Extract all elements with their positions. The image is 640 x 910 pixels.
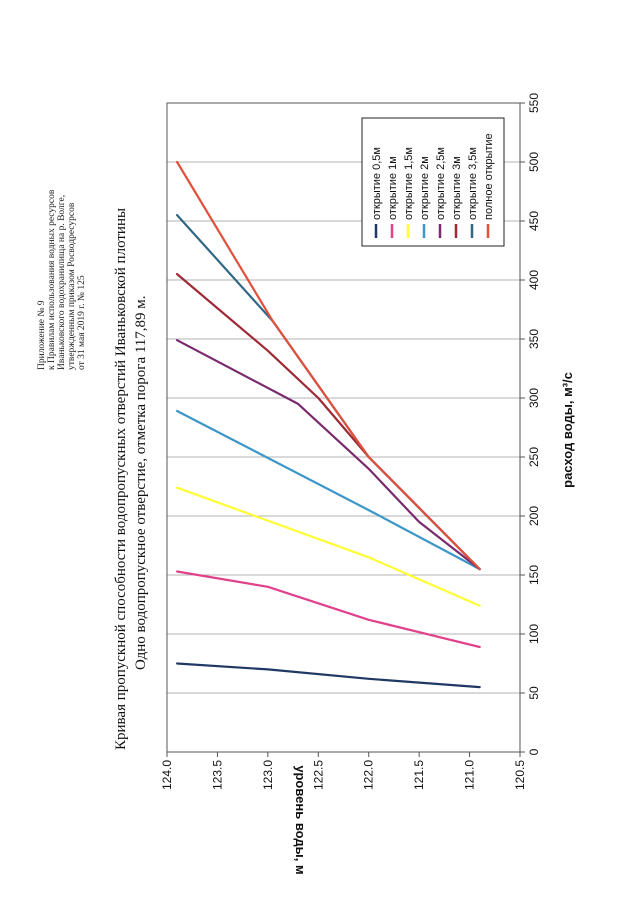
header-line: Иваньковского водохранилища на р. Волге, <box>57 195 67 370</box>
y-tick-label: 121.5 <box>412 760 426 790</box>
x-tick-label: 150 <box>527 565 541 585</box>
x-tick-label: 550 <box>527 93 541 113</box>
x-tick-label: 50 <box>527 686 541 700</box>
series-line <box>176 160 481 571</box>
legend-box <box>361 117 505 247</box>
header-line: от 31 мая 2019 г. № 125 <box>77 275 87 370</box>
legend-label: полное открытие <box>483 133 495 220</box>
header-line: утвержденным приказом Росводресурсов <box>67 202 77 370</box>
x-tick-label: 400 <box>527 270 541 290</box>
x-tick-label: 350 <box>527 329 541 349</box>
y-tick-label: 122.0 <box>362 760 376 790</box>
legend-label: открытие 1м <box>387 156 399 220</box>
y-tick-label: 120.5 <box>513 760 527 790</box>
legend-label: открытие 1,5м <box>403 147 415 220</box>
chart-subtitle: Одно водопропускное отверстие, отметка п… <box>133 295 149 670</box>
series-line <box>176 570 481 649</box>
y-tick-label: 123.5 <box>210 760 224 790</box>
header-line: Приложение № 9 <box>37 300 47 370</box>
header-line: к Правилам использования водных ресурсов <box>47 189 57 370</box>
y-tick-label: 123.0 <box>261 760 275 790</box>
y-tick-label: 122.5 <box>311 760 325 790</box>
series-line <box>176 273 481 571</box>
header-note: Приложение № 9 к Правилам использования … <box>37 189 87 370</box>
series-line <box>176 662 481 689</box>
x-tick-label: 450 <box>527 211 541 231</box>
x-tick-label: 300 <box>527 388 541 408</box>
x-tick-label: 0 <box>527 748 541 755</box>
series-line <box>176 409 481 571</box>
y-tick-label: 121.0 <box>463 760 477 790</box>
legend-label: открытие 3м <box>451 156 463 220</box>
plot-area: 0 50 100 150 200 250 300 350 400 450 500 550 120.5 12… <box>160 93 541 790</box>
legend-label: открытие 3,5м <box>467 147 479 220</box>
x-tick-label: 200 <box>527 506 541 526</box>
y-axis-label: уровень воды, м <box>293 765 308 874</box>
x-tick-label: 100 <box>527 624 541 644</box>
x-tick-label: 500 <box>527 152 541 172</box>
series-line <box>176 339 481 571</box>
legend-label: открытие 2м <box>419 156 431 220</box>
legend: открытие 0,5м открытие 1м открытие 1,5м отк… <box>361 117 505 247</box>
y-tick-label: 124.0 <box>160 760 174 790</box>
legend-label: открытие 2,5м <box>435 147 447 220</box>
plot-border <box>166 102 521 753</box>
series-line <box>176 486 481 607</box>
chart-title: Кривая пропускной способности водопропус… <box>113 208 129 750</box>
x-tick-label: 250 <box>527 447 541 467</box>
x-axis-label: расход воды, м³/с <box>560 372 575 488</box>
legend-label: открытие 0,5м <box>371 147 383 220</box>
